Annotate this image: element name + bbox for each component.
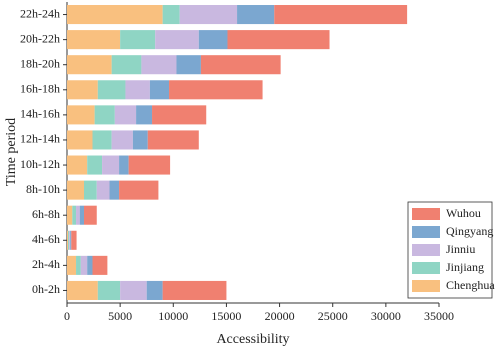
x-tick-label: 30000	[371, 309, 401, 323]
legend-swatch	[412, 208, 440, 220]
bar-segment	[92, 130, 112, 150]
bar-segment	[96, 180, 110, 200]
y-tick-label: 16h-18h	[20, 82, 60, 96]
bar-segment	[200, 55, 281, 75]
bar-segment	[67, 30, 121, 50]
bar-segment	[111, 130, 133, 150]
bar-segment	[67, 205, 73, 225]
bar-segment	[67, 155, 88, 175]
y-tick-label: 14h-16h	[20, 107, 60, 121]
bar-segment	[97, 280, 121, 300]
bar-segment	[114, 105, 137, 125]
bar-segment	[67, 55, 112, 75]
bar-segment	[67, 80, 98, 100]
y-tick-label: 4h-6h	[32, 232, 60, 246]
bar-segment	[87, 255, 93, 275]
bar-segment	[92, 255, 108, 275]
bar-segment	[147, 130, 199, 150]
bar-segment	[169, 80, 263, 100]
legend-swatch	[412, 280, 440, 292]
bar-segment	[67, 255, 77, 275]
bar-segment	[84, 205, 97, 225]
bar-segment	[198, 30, 228, 50]
bar-segment	[128, 155, 171, 175]
bar-segment	[72, 205, 77, 225]
bar-segment	[87, 155, 103, 175]
bar-segment	[111, 55, 142, 75]
bar-segment	[76, 255, 81, 275]
y-tick-label: 8h-10h	[26, 182, 60, 196]
bar-segment	[76, 205, 80, 225]
bar-segment	[152, 105, 207, 125]
bar-segment	[120, 280, 147, 300]
bar-segment	[149, 80, 170, 100]
bar-segment	[162, 5, 180, 25]
y-tick-label: 10h-12h	[20, 157, 60, 171]
x-tick-label: 10000	[158, 309, 188, 323]
y-tick-label: 2h-4h	[32, 257, 60, 271]
legend-label: Chenghua	[446, 278, 495, 292]
bar-segment	[67, 180, 85, 200]
legend-label: Qingyang	[446, 224, 493, 238]
x-axis-title: Accessibility	[216, 332, 289, 347]
bar-segment	[69, 230, 71, 250]
x-tick-label: 5000	[108, 309, 132, 323]
legend-swatch	[412, 226, 440, 238]
bar-segment	[67, 130, 93, 150]
legend-swatch	[412, 262, 440, 274]
bar-segment	[162, 280, 227, 300]
bar-segment	[155, 30, 199, 50]
bar-segment	[132, 130, 148, 150]
legend-swatch	[412, 244, 440, 256]
bar-segment	[136, 105, 153, 125]
bar-segment	[227, 30, 330, 50]
x-tick-label: 35000	[424, 309, 454, 323]
bar-segment	[67, 5, 163, 25]
bar-segment	[119, 180, 159, 200]
y-tick-label: 18h-20h	[20, 56, 60, 70]
y-tick-label: 12h-14h	[20, 132, 60, 146]
y-tick-label: 20h-22h	[20, 31, 60, 45]
bar-segment	[67, 280, 98, 300]
y-tick-label: 0h-2h	[32, 282, 60, 296]
bar-segment	[79, 205, 85, 225]
legend-label: Jinniu	[446, 242, 475, 256]
legend-label: Wuhou	[446, 206, 481, 220]
bar-segment	[120, 30, 156, 50]
bar-segment	[68, 230, 70, 250]
x-tick-label: 15000	[211, 309, 241, 323]
bar-segment	[176, 55, 201, 75]
bar-segment	[97, 80, 126, 100]
x-tick-label: 25000	[318, 309, 348, 323]
bar-segment	[84, 180, 97, 200]
bar-segment	[109, 180, 120, 200]
y-tick-label: 22h-24h	[20, 6, 60, 20]
bar-segment	[119, 155, 129, 175]
bar-segment	[146, 280, 163, 300]
bar-segment	[94, 105, 115, 125]
y-axis-title: Time period	[4, 118, 19, 186]
x-tick-label: 0	[64, 309, 70, 323]
bar-segment	[80, 255, 88, 275]
legend-label: Jinjiang	[446, 260, 484, 274]
bar-segment	[71, 230, 77, 250]
bar-segment	[125, 80, 150, 100]
bar-segment	[67, 230, 69, 250]
y-tick-label: 6h-8h	[32, 207, 60, 221]
bar-segment	[70, 230, 72, 250]
bar-segment	[102, 155, 120, 175]
bar-segment	[141, 55, 177, 75]
bar-segment	[67, 105, 95, 125]
x-tick-label: 20000	[265, 309, 295, 323]
bar-segment	[179, 5, 238, 25]
bar-segment	[237, 5, 275, 25]
bar-segment	[274, 5, 408, 25]
